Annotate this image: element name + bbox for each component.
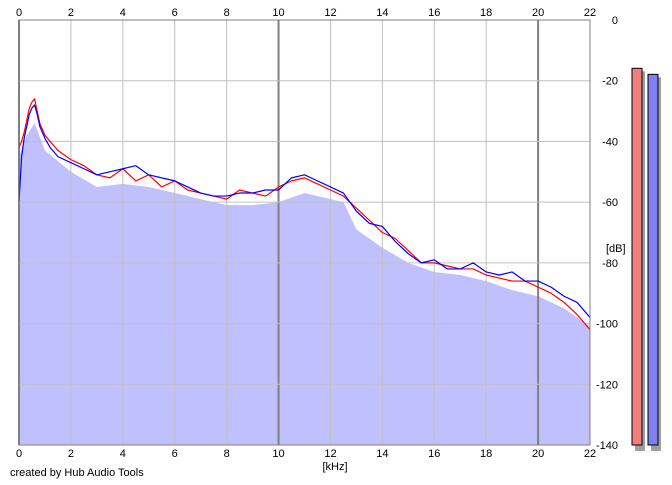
plot-frame xyxy=(18,19,591,446)
level-meter-right xyxy=(647,73,659,446)
x-tick-label-bottom: 16 xyxy=(428,448,440,460)
x-tick-label-bottom: 0 xyxy=(16,448,22,460)
x-tick-label-bottom: 6 xyxy=(172,448,178,460)
y-tick-label: -60 xyxy=(602,197,618,209)
y-axis-label: [dB] xyxy=(606,243,626,255)
x-axis-label: [kHz] xyxy=(322,461,347,473)
x-tick-label-top: 8 xyxy=(224,7,230,19)
x-tick-label-bottom: 18 xyxy=(480,448,492,460)
x-tick-label-top: 10 xyxy=(272,7,284,19)
level-meter-left xyxy=(631,67,643,446)
area-layer xyxy=(19,123,590,445)
x-tick-label-top: 2 xyxy=(68,7,74,19)
x-tick-label-bottom: 12 xyxy=(324,448,336,460)
series-line-1 xyxy=(18,104,591,318)
x-tick-label-top: 12 xyxy=(324,7,336,19)
x-tick-label-top: 18 xyxy=(480,7,492,19)
x-tick-label-top: 0 xyxy=(16,7,22,19)
x-tick-label-top: 4 xyxy=(120,7,126,19)
level-meters xyxy=(631,67,661,452)
x-tick-label-top: 20 xyxy=(532,7,544,19)
x-tick-label-top: 14 xyxy=(376,7,388,19)
y-tick-label: -20 xyxy=(602,76,618,88)
x-tick-label-bottom: 2 xyxy=(68,448,74,460)
x-tick-label-bottom: 20 xyxy=(532,448,544,460)
series-layer xyxy=(18,98,591,331)
spectrum-area xyxy=(19,123,590,445)
x-tick-label-top: 22 xyxy=(584,7,596,19)
y-tick-label: -40 xyxy=(602,136,618,148)
x-tick-label-bottom: 8 xyxy=(224,448,230,460)
y-tick-label: -140 xyxy=(596,440,618,452)
x-tick-label-top: 6 xyxy=(172,7,178,19)
x-tick-label-bottom: 4 xyxy=(120,448,126,460)
y-tick-label: 0 xyxy=(612,15,618,27)
x-tick-label-bottom: 14 xyxy=(376,448,388,460)
y-tick-label: -80 xyxy=(602,258,618,270)
axis-layer: 002244668810101212141416161818202022220-… xyxy=(16,7,618,460)
y-tick-label: -120 xyxy=(596,379,618,391)
credit-footer: created by Hub Audio Tools xyxy=(10,467,144,479)
y-tick-label: -100 xyxy=(596,319,618,331)
x-tick-label-bottom: 10 xyxy=(272,448,284,460)
x-tick-label-bottom: 22 xyxy=(584,448,596,460)
x-tick-label-top: 16 xyxy=(428,7,440,19)
